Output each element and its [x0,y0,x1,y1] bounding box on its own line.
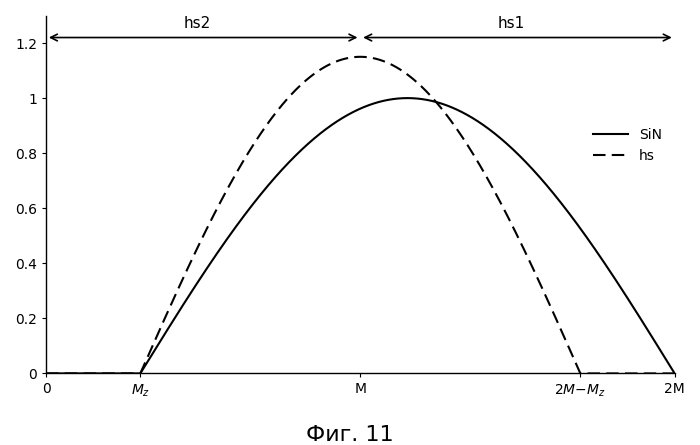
Text: Фиг. 11: Фиг. 11 [306,425,394,445]
Text: hs2: hs2 [183,16,211,31]
Text: hs1: hs1 [498,16,525,31]
Legend: SiN, hs: SiN, hs [588,123,668,169]
